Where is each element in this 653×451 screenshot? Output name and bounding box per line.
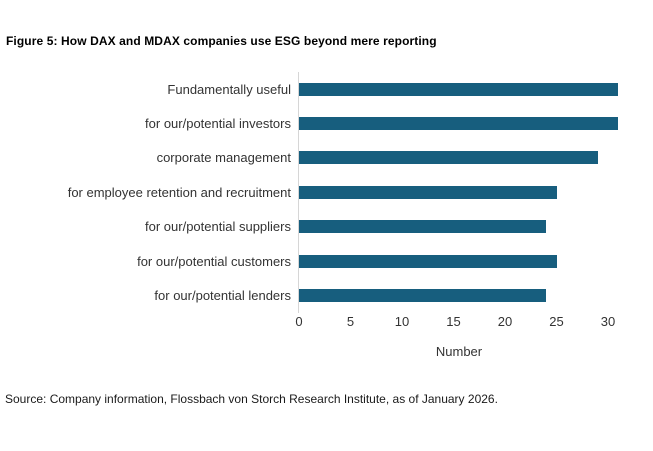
x-tick-label: 20 [497, 314, 513, 329]
chart-row: for our/potential customers [0, 244, 653, 278]
bar [299, 289, 547, 303]
chart-row: for our/potential lenders [0, 278, 653, 312]
bar-track [299, 254, 653, 268]
x-tick-label: 5 [346, 314, 355, 329]
x-tick-label: 15 [446, 314, 461, 329]
bar [299, 220, 547, 234]
bar-track [299, 151, 653, 165]
bar-track [299, 289, 653, 303]
chart-row: for our/potential investors [0, 106, 653, 140]
category-label: corporate management [156, 150, 291, 166]
bar-track [299, 117, 653, 131]
category-label: for our/potential customers [137, 253, 291, 269]
chart-row: for our/potential suppliers [0, 210, 653, 244]
bar [299, 254, 557, 268]
x-tick-label: 30 [600, 314, 616, 329]
x-tick-label: 0 [295, 314, 303, 329]
x-tick-label: 25 [549, 314, 564, 329]
bar [299, 151, 598, 165]
source-note: Source: Company information, Flossbach v… [5, 392, 498, 406]
category-label: for our/potential investors [145, 116, 291, 132]
bar-track [299, 82, 653, 96]
category-label: for our/potential lenders [154, 288, 291, 304]
chart-row: for employee retention and recruitment [0, 175, 653, 209]
y-axis-line [298, 72, 299, 313]
bar [299, 82, 619, 96]
category-label: Fundamentally useful [167, 81, 291, 97]
x-ticks: 0 5 10 15 20 25 30 [295, 314, 639, 330]
x-axis-title: Number [435, 344, 483, 359]
figure-title: Figure 5: How DAX and MDAX companies use… [6, 34, 437, 48]
bar-track [299, 185, 653, 199]
x-tick-label: 10 [394, 314, 410, 329]
chart-rows: Fundamentally useful for our/potential in… [0, 72, 653, 313]
bar-track [299, 220, 653, 234]
chart-row: Fundamentally useful [0, 72, 653, 106]
bar [299, 185, 557, 199]
category-label: for our/potential suppliers [145, 219, 291, 235]
category-label: for employee retention and recruitment [67, 184, 291, 200]
chart-row: corporate management [0, 141, 653, 175]
bar [299, 117, 619, 131]
